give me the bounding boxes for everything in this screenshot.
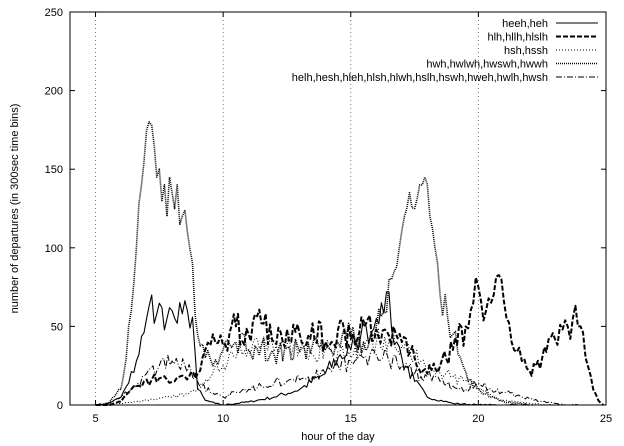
series-line-4 (95, 348, 581, 406)
x-axis-label: hour of the day (301, 431, 375, 443)
series-line-0 (95, 291, 530, 406)
y-tick-label-3: 150 (45, 164, 63, 176)
legend-label-2: hsh,hssh (504, 45, 548, 57)
legend-label-4: helh,hesh,hleh,hlsh,hlwh,hslh,hswh,hweh,… (292, 72, 548, 84)
x-tick-label-3: 20 (472, 413, 484, 425)
x-tick-label-4: 25 (600, 413, 612, 425)
y-tick-label-2: 100 (45, 243, 63, 255)
series-line-3 (95, 121, 530, 406)
legend-label-3: hwh,hwlwh,hwswh,hwwh (426, 59, 548, 71)
x-tick-label-0: 5 (92, 413, 98, 425)
x-tick-label-1: 10 (217, 413, 229, 425)
x-tick-label-2: 15 (345, 413, 357, 425)
grid (95, 12, 479, 405)
legend-label-0: heeh,heh (502, 18, 548, 30)
y-tick-label-5: 250 (45, 7, 63, 19)
series-line-1 (95, 274, 604, 406)
legend-label-1: hlh,hllh,hlslh (487, 32, 548, 44)
y-tick-label-1: 50 (51, 321, 63, 333)
y-axis-label: number of departures (in 300sec time bin… (9, 104, 21, 314)
series-line-2 (95, 327, 556, 406)
plot-frame (69, 11, 607, 406)
series-group (95, 121, 604, 406)
y-tick-label-0: 0 (57, 400, 63, 412)
y-tick-label-4: 200 (45, 86, 63, 98)
